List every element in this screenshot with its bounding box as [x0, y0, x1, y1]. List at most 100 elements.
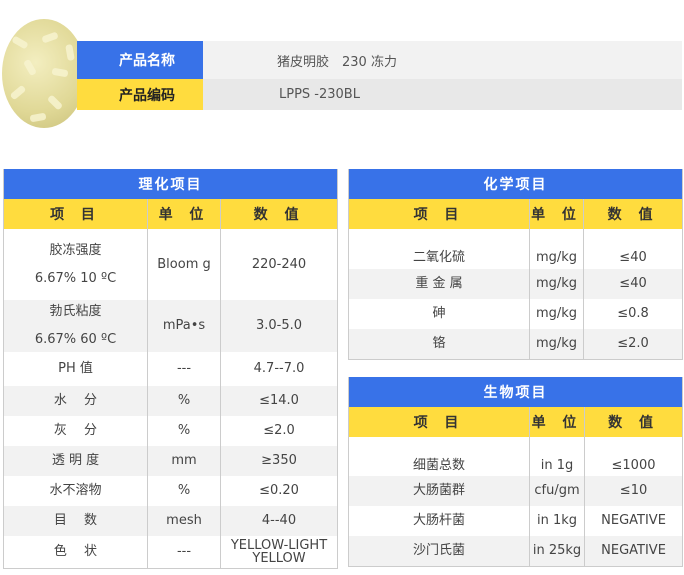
item-name: 水 分: [53, 393, 98, 409]
col-item: 项 目: [348, 199, 530, 229]
table-row: 目 数 mesh 4--40: [3, 506, 338, 536]
value-cell: ≤2.0: [582, 329, 683, 359]
value-cell: 220-240: [219, 229, 338, 300]
value-cell: YELLOW-LIGHT YELLOW: [219, 536, 338, 568]
table-row: 色 状 --- YELLOW-LIGHT YELLOW: [4, 536, 338, 568]
table-row: 勃氏粘度 6.67% 60 ºC mPa•s 3.0-5.0: [3, 300, 338, 352]
product-name-value: 猪皮明胶 230 冻力: [203, 41, 682, 79]
physchem-table: 理化项目 项 目单 位数 值 胶冻强度 6.67% 10 ºC Bloom g 220…: [3, 169, 339, 569]
col-unit: 单 位: [529, 199, 584, 229]
value-cell: 4.7--7.0: [219, 352, 338, 386]
item-cell: 大肠杆菌: [349, 506, 530, 536]
item-name: 沙门氏菌: [412, 542, 465, 558]
product-name-label: 产品名称: [77, 41, 203, 79]
table-row: 铬 mg/kg ≤2.0: [348, 329, 683, 359]
unit-cell: mg/kg: [529, 269, 584, 299]
item-name: 胶冻强度: [49, 242, 102, 258]
item-cell: 色 状: [4, 536, 148, 568]
item-name: 砷: [432, 306, 446, 322]
item-cell: 二氧化硫: [349, 229, 530, 269]
value-cell: ≥350: [219, 446, 338, 476]
product-code-value: LPPS -230BL: [203, 79, 682, 110]
item-cell: 砷: [349, 299, 530, 329]
value-cell: NEGATIVE: [583, 506, 683, 536]
unit-cell: %: [147, 476, 221, 506]
product-photo: [2, 19, 86, 128]
unit-cell: cfu/gm: [529, 476, 585, 506]
unit-cell: mg/kg: [529, 299, 584, 329]
unit-cell: in 1g: [529, 437, 585, 476]
item-name: 水不溶物: [49, 483, 102, 499]
item-name: 大肠杆菌: [412, 513, 465, 529]
value-cell: NEGATIVE: [583, 536, 683, 566]
unit-cell: mPa•s: [147, 300, 221, 352]
table-row: 胶冻强度 6.67% 10 ºC Bloom g 220-240: [4, 229, 338, 300]
item-name: 色 状: [53, 543, 98, 559]
value-cell: ≤1000: [583, 437, 683, 476]
value-cell: ≤0.20: [219, 476, 338, 506]
unit-cell: mm: [147, 446, 221, 476]
table-row: 大肠菌群 cfu/gm ≤10: [348, 476, 683, 506]
table-row: 重 金 属 mg/kg ≤40: [348, 269, 683, 299]
value-cell: 4--40: [219, 506, 338, 536]
col-item: 项 目: [348, 407, 530, 437]
table-row: PH 值 --- 4.7--7.0: [4, 352, 338, 386]
table-row: 细菌总数 in 1g ≤1000: [349, 437, 683, 476]
bio-table: 生物项目 项 目单 位数 值 细菌总数 in 1g ≤1000 大肠菌群 cfu/gm ≤…: [348, 377, 684, 567]
table-row: 透 明 度 mm ≥350: [3, 446, 338, 476]
table-row: 大肠杆菌 in 1kg NEGATIVE: [349, 506, 683, 536]
item-cell: 细菌总数: [349, 437, 530, 476]
item-cell: 勃氏粘度 6.67% 60 ºC: [3, 300, 148, 352]
unit-cell: Bloom g: [147, 229, 221, 300]
value-cell: ≤14.0: [219, 386, 338, 416]
value-cell: ≤10: [583, 476, 683, 506]
item-name: 二氧化硫: [412, 250, 465, 266]
unit-cell: ---: [147, 536, 221, 568]
col-value: 数 值: [583, 407, 683, 437]
table-row: 水 分% ≤14.0: [3, 386, 338, 416]
col-unit: 单 位: [529, 407, 585, 437]
table-row: 灰 分% ≤2.0: [4, 416, 338, 446]
table-row: 水不溶物% ≤0.20: [4, 476, 338, 506]
item-name: 铬: [432, 335, 446, 351]
item-cell: 胶冻强度 6.67% 10 ºC: [4, 229, 148, 300]
table-row: 砷 mg/kg ≤0.8: [349, 299, 683, 329]
unit-cell: mesh: [147, 506, 221, 536]
item-cell: PH 值: [4, 352, 148, 386]
table-row: 二氧化硫 mg/kg ≤40: [349, 229, 683, 269]
item-name: 大肠菌群: [412, 483, 465, 499]
item-cell: 重 金 属: [348, 269, 530, 299]
item-cell: 沙门氏菌: [348, 536, 530, 566]
col-unit: 单 位: [147, 199, 221, 229]
unit-cell: mg/kg: [529, 229, 584, 269]
unit-cell: in 1kg: [529, 506, 585, 536]
item-condition: 6.67% 10 ºC: [34, 270, 117, 286]
chem-table: 化学项目 项 目单 位数 值 二氧化硫 mg/kg ≤40 重 金 属 mg/kg ≤40…: [348, 169, 684, 360]
value-cell: ≤40: [582, 229, 683, 269]
col-value: 数 值: [582, 199, 683, 229]
physchem-title: 理化项目: [3, 169, 338, 199]
col-value: 数 值: [219, 199, 338, 229]
unit-cell: in 25kg: [529, 536, 585, 566]
item-cell: 大肠菌群: [348, 476, 530, 506]
item-name: 重 金 属: [415, 276, 463, 292]
unit-cell: %: [147, 386, 221, 416]
bio-title: 生物项目: [348, 377, 683, 407]
item-cell: 透 明 度: [3, 446, 148, 476]
value-cell: 3.0-5.0: [219, 300, 338, 352]
item-cell: 水 分: [3, 386, 148, 416]
chem-title: 化学项目: [348, 169, 683, 199]
item-name: 透 明 度: [51, 453, 100, 469]
table-row: 沙门氏菌 in 25kg NEGATIVE: [348, 536, 683, 566]
value-cell: ≤2.0: [219, 416, 338, 446]
item-name: 细菌总数: [412, 457, 465, 473]
item-name: PH 值: [58, 361, 93, 377]
item-cell: 目 数: [3, 506, 148, 536]
item-cell: 水不溶物: [4, 476, 148, 506]
item-name: 目 数: [53, 513, 98, 529]
item-cell: 铬: [348, 329, 530, 359]
value-cell: ≤40: [582, 269, 683, 299]
unit-cell: mg/kg: [529, 329, 584, 359]
unit-cell: %: [147, 416, 221, 446]
col-item: 项 目: [3, 199, 148, 229]
